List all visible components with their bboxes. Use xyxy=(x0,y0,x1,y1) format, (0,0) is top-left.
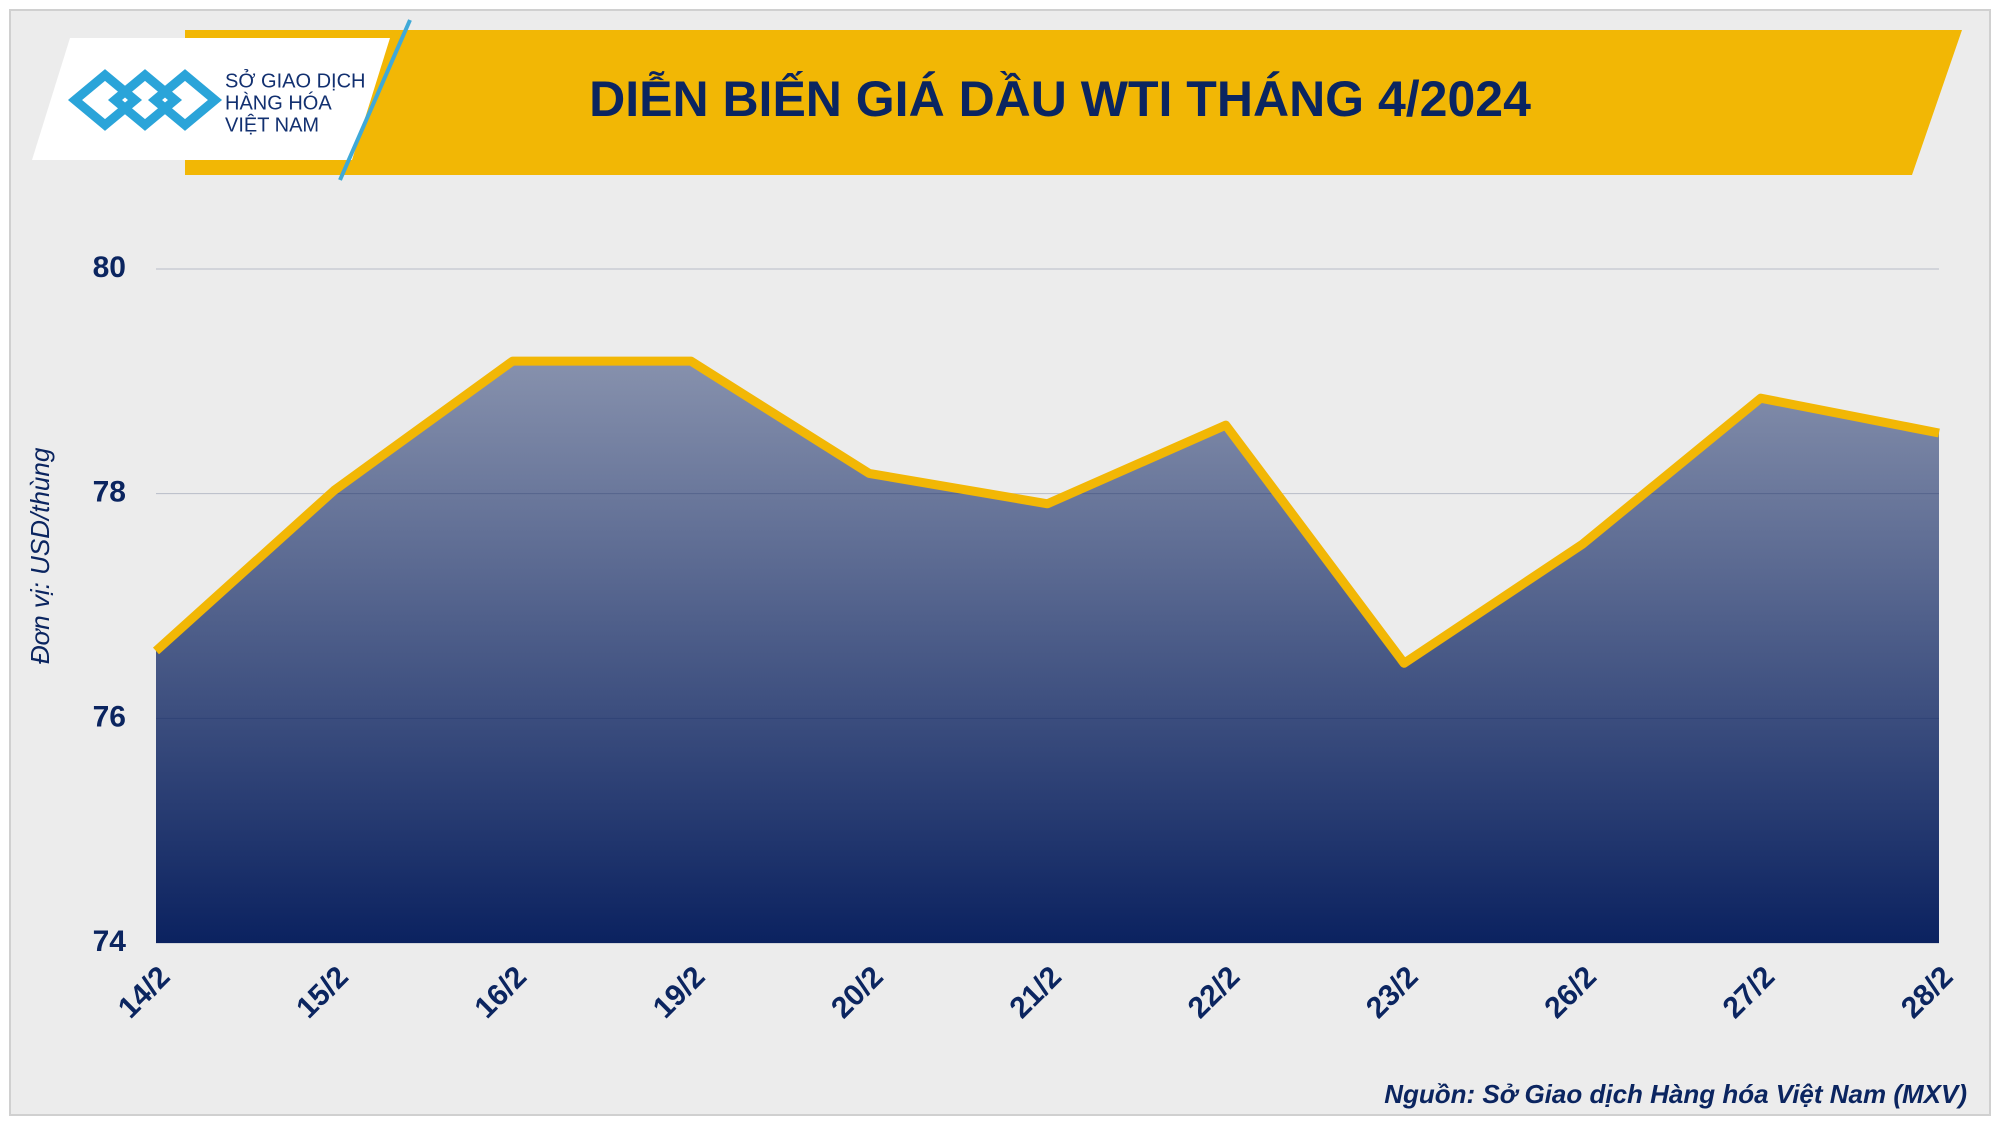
chart-title: DIỄN BIẾN GIÁ DẦU WTI THÁNG 4/2024 xyxy=(589,71,1531,127)
y-tick-label: 74 xyxy=(93,925,127,958)
area xyxy=(156,361,1939,943)
logo-stripe xyxy=(338,19,412,181)
logo-icon xyxy=(67,69,223,131)
y-tick-label: 76 xyxy=(93,700,126,733)
y-axis-label: Đơn vị: USD/thùng xyxy=(25,447,55,664)
logo-text: HÀNG HÓA xyxy=(225,91,332,114)
y-tick-label: 78 xyxy=(93,476,126,509)
title-banner xyxy=(185,30,1962,175)
line xyxy=(152,356,1940,668)
logo-text: SỞ GIAO DỊCH xyxy=(225,68,366,92)
y-tick-label: 80 xyxy=(93,251,126,284)
source-note: Nguồn: Sở Giao dịch Hàng hóa Việt Nam (M… xyxy=(1384,1079,1967,1109)
logo-text: VIỆT NAM xyxy=(225,113,319,136)
